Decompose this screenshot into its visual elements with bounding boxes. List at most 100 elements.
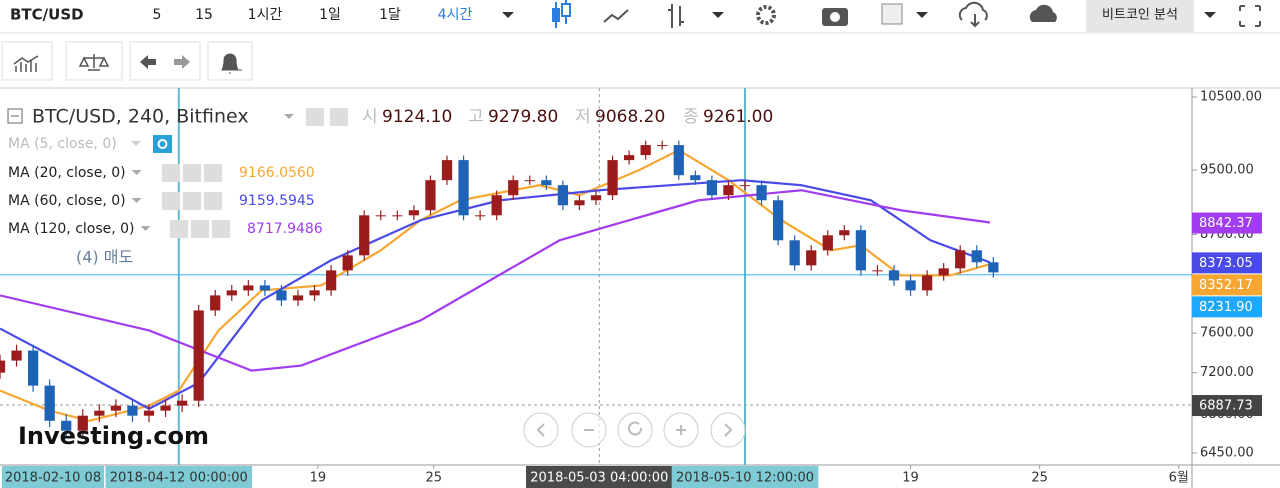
interval[interactable]: 1일 <box>319 7 341 23</box>
dropdown[interactable] <box>1204 12 1216 18</box>
indicator-value: 8717.9486 <box>247 221 323 237</box>
ohlc-label: 시 <box>362 107 378 127</box>
indicator-tool[interactable] <box>170 220 188 238</box>
indicator-tool[interactable] <box>204 192 222 210</box>
gear-icon[interactable] <box>330 108 348 126</box>
candle-body <box>226 290 237 296</box>
candle-body <box>325 270 337 291</box>
candle-body <box>988 262 999 273</box>
series-last-value: 8842.37 <box>1199 216 1253 231</box>
ohlc-label: 저 <box>575 107 591 127</box>
eye-icon-active[interactable] <box>153 135 172 153</box>
candle-body <box>789 240 800 266</box>
line-icon[interactable] <box>603 9 629 23</box>
bar-icon[interactable] <box>668 4 684 28</box>
dropdown[interactable] <box>502 12 514 18</box>
x-tick-label: 19 <box>902 471 919 486</box>
candle-body <box>971 250 982 263</box>
candle-body <box>508 180 519 196</box>
candle-body <box>607 160 618 196</box>
dropdown[interactable] <box>131 141 141 146</box>
scroll-left[interactable] <box>523 412 559 448</box>
candle-body <box>524 180 535 182</box>
toolbar-bg <box>0 0 1280 34</box>
series-last-value-box <box>1192 252 1262 274</box>
indicator-tool[interactable] <box>191 220 209 238</box>
interval-active[interactable]: 4시간 <box>438 7 473 23</box>
x-tick-label: 2018-05-03 04:00:00 <box>530 471 668 486</box>
candle-body <box>292 295 304 301</box>
candle-body <box>657 145 668 147</box>
candle-body <box>243 285 254 291</box>
indicator-tool[interactable] <box>183 192 201 210</box>
candle-body <box>822 235 833 251</box>
ohlc-label: 종 <box>683 107 699 127</box>
interval[interactable]: 15 <box>195 7 213 23</box>
hidden-indicator: MA (5, close, 0) <box>8 136 117 152</box>
undo-redo[interactable] <box>129 41 201 81</box>
candle-body <box>673 145 684 176</box>
candle-body <box>888 270 900 281</box>
ma-line <box>0 189 991 372</box>
analysis-bg <box>1086 0 1194 32</box>
candle-body <box>44 385 55 421</box>
indicator-tool[interactable] <box>183 164 201 182</box>
dropdown[interactable] <box>131 198 142 203</box>
candle-body <box>127 405 138 416</box>
interval[interactable]: 5 <box>153 7 162 23</box>
eye-icon[interactable] <box>306 108 324 126</box>
indicator-tool[interactable] <box>204 164 222 182</box>
reset[interactable] <box>617 412 653 448</box>
settings-icon[interactable] <box>756 5 776 25</box>
undo-icon[interactable] <box>140 55 156 69</box>
candle-body <box>342 255 353 271</box>
candle-body <box>541 180 552 186</box>
candle-body <box>574 200 585 206</box>
indicator-tool[interactable] <box>162 192 180 210</box>
dropdown[interactable] <box>284 114 294 119</box>
candle-body <box>623 155 635 161</box>
redo-icon[interactable] <box>174 55 190 69</box>
candle-body <box>921 275 933 291</box>
dropdown[interactable] <box>140 226 151 231</box>
candle-body <box>359 215 370 256</box>
nav-buttons <box>523 412 746 448</box>
candle-body <box>110 405 122 411</box>
series-last-value: 8352.17 <box>1199 278 1253 293</box>
upload-icon[interactable] <box>1029 4 1057 22</box>
candle-body <box>806 250 817 266</box>
symbol[interactable]: BTC/USD <box>10 6 84 24</box>
x-tick-highlight <box>671 466 819 488</box>
y-tick-label: 7600.00 <box>1200 326 1254 341</box>
dropdown[interactable] <box>916 12 928 18</box>
candle-body <box>723 185 734 196</box>
series-last-value-box <box>1192 212 1262 234</box>
indicator-name: MA (20, close, 0) <box>8 165 126 181</box>
fullscreen-icon[interactable] <box>1239 5 1261 27</box>
candle-icon[interactable] <box>552 0 571 28</box>
candle-body <box>955 250 966 269</box>
dropdown[interactable] <box>131 170 142 175</box>
indicator-value: 9159.5945 <box>239 193 315 209</box>
analysis[interactable]: 비트코인 분석 <box>1102 8 1178 23</box>
x-tick-label: 2018-02-10 08 <box>5 471 101 486</box>
x-tick-label: 25 <box>425 471 442 486</box>
color-icon[interactable] <box>881 3 903 25</box>
indicator-tool[interactable] <box>162 164 180 182</box>
candle-body <box>160 405 171 411</box>
x-tick-highlight <box>526 466 673 488</box>
camera-icon[interactable] <box>822 8 848 26</box>
scroll-right[interactable] <box>710 412 746 448</box>
interval[interactable]: 1시간 <box>248 7 283 23</box>
compare-icon <box>78 54 110 71</box>
chart-title: BTC/USD, 240, Bitfinex <box>32 106 249 128</box>
interval[interactable]: 1달 <box>379 7 401 23</box>
dropdown[interactable] <box>712 12 724 18</box>
candle-body <box>872 270 883 272</box>
candle-body <box>491 195 502 216</box>
download-icon[interactable] <box>958 1 988 28</box>
indicator-tool[interactable] <box>212 220 230 238</box>
candle-body <box>905 280 916 291</box>
y-tick-label: 7200.00 <box>1200 365 1254 380</box>
